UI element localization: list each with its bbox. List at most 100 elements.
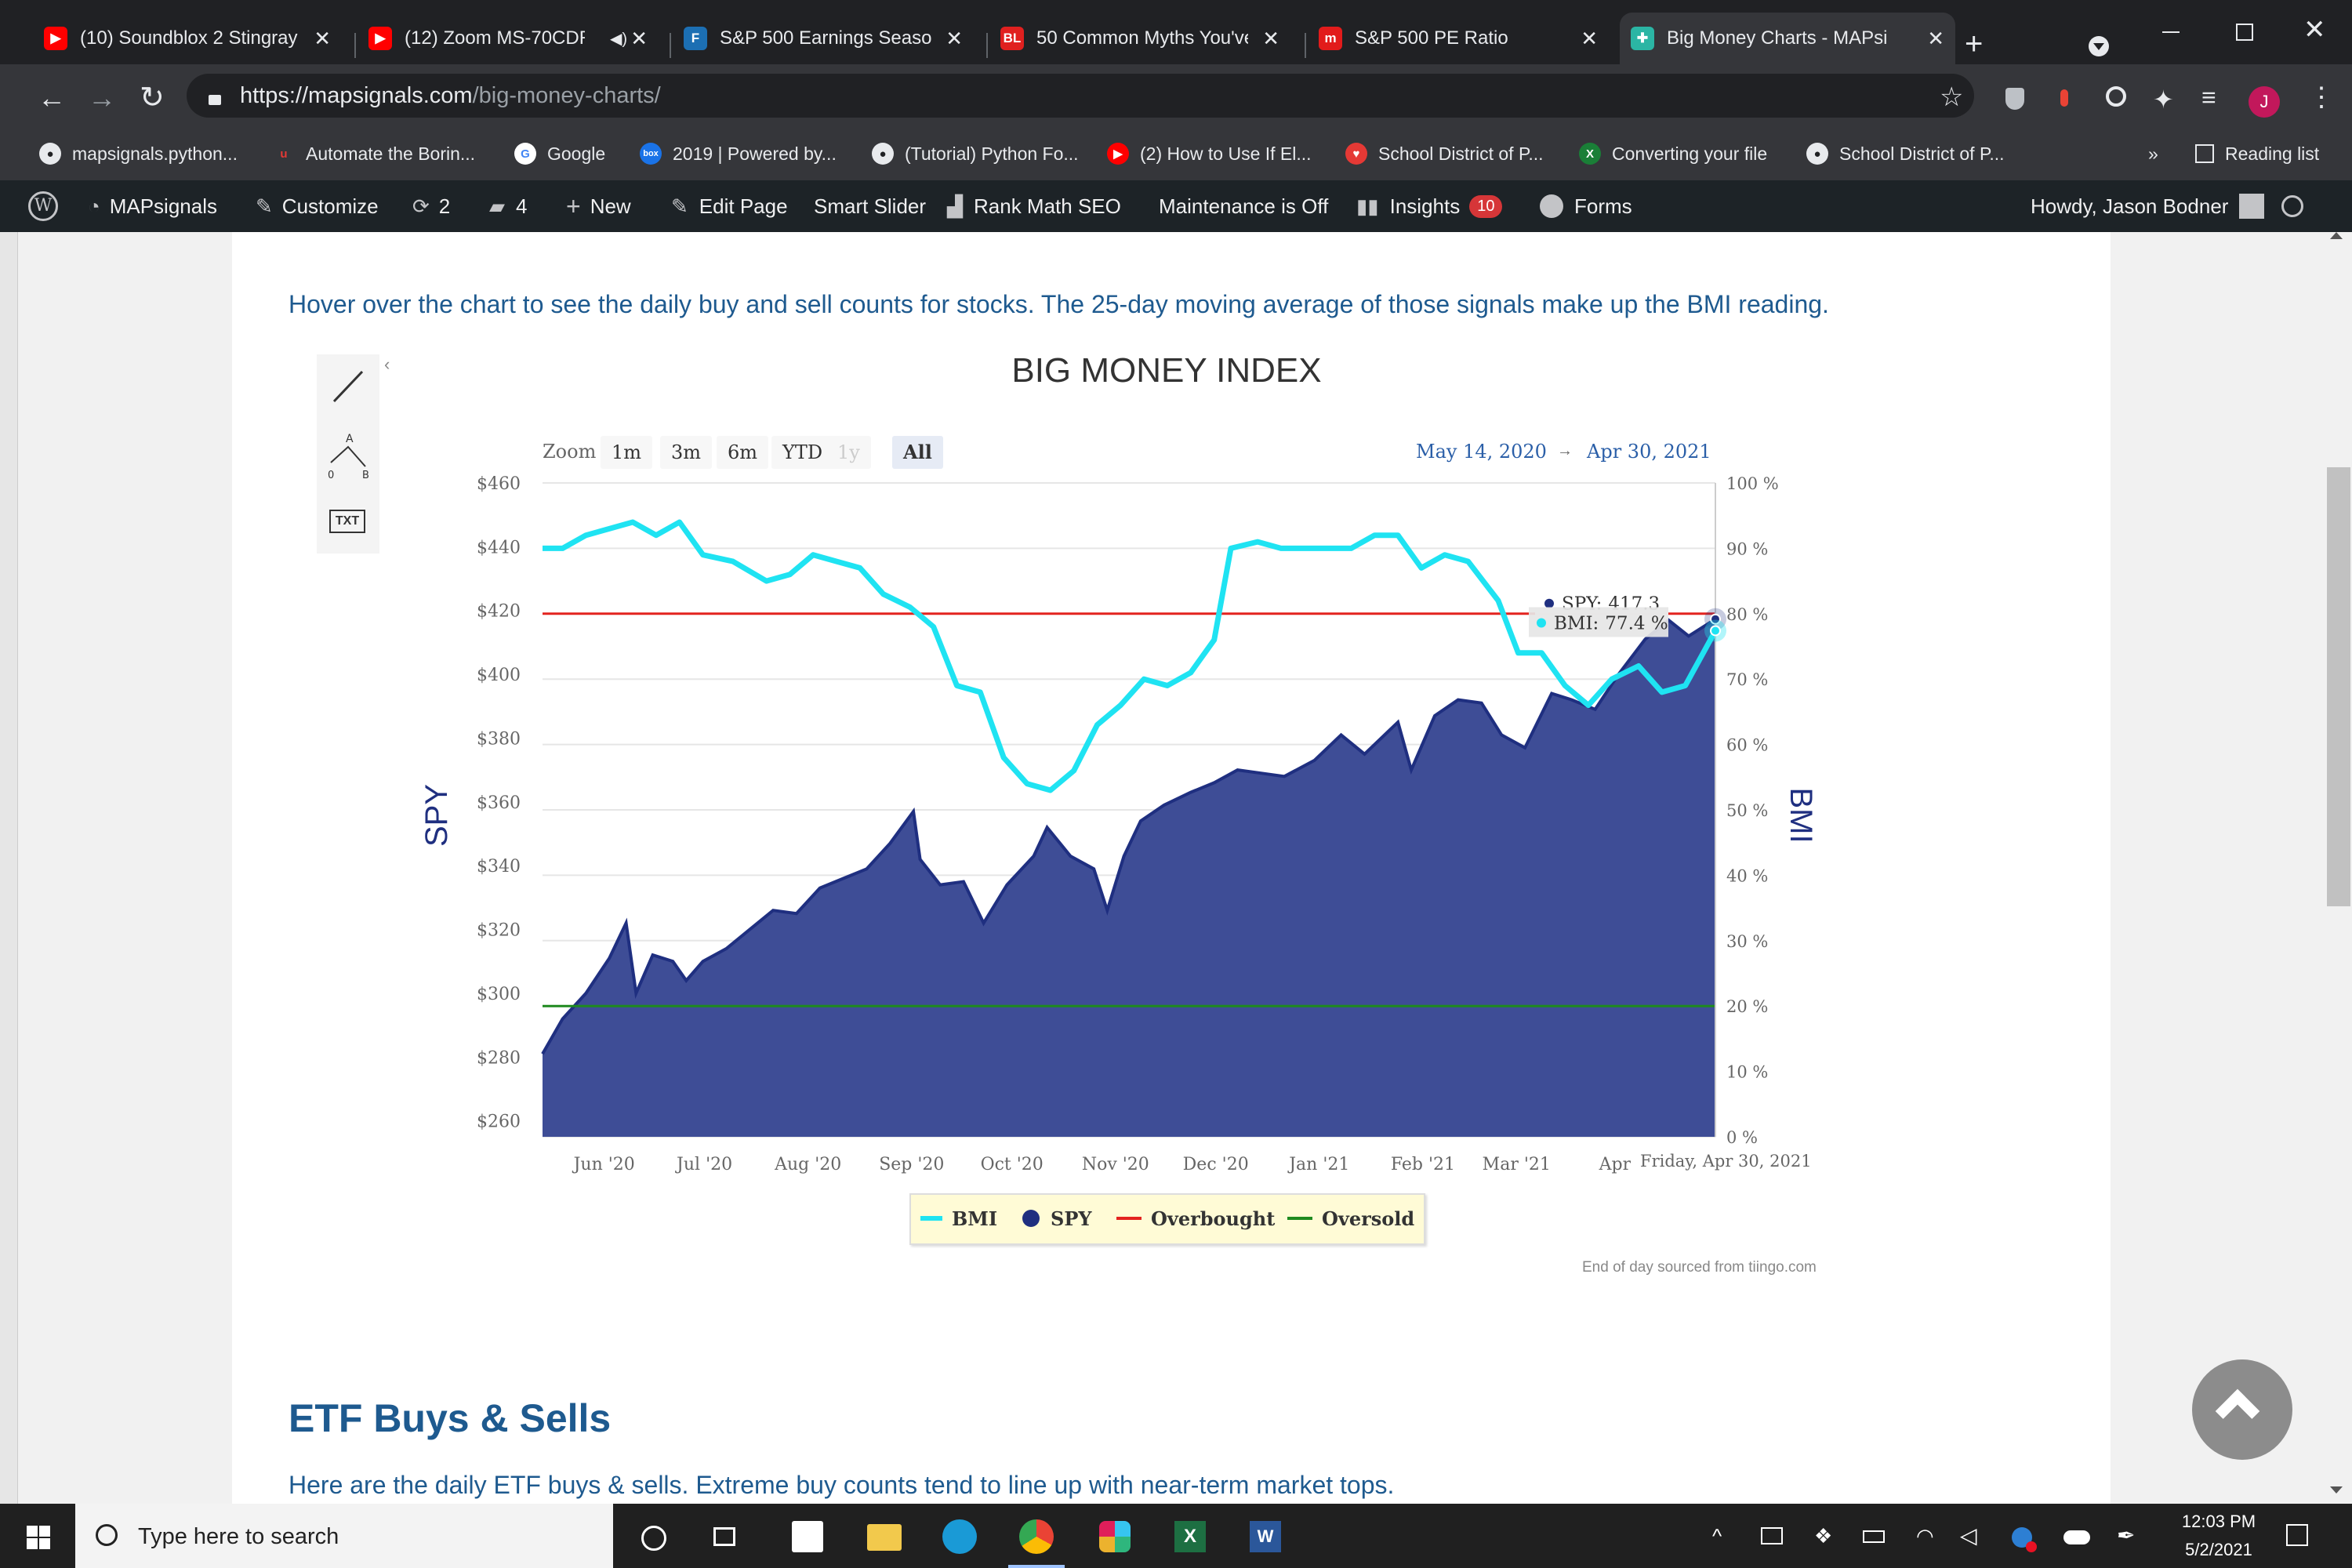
volume-tray-icon[interactable]: ◁ [1960,1523,1977,1548]
notifications-icon[interactable] [2286,1524,2308,1546]
tab-close-icon[interactable]: ✕ [630,26,648,50]
range-button-3m[interactable]: 3m [660,436,713,469]
wp-edit-page-link[interactable]: ✎ Edit Page [671,180,788,232]
edge-app-icon[interactable] [942,1519,977,1554]
dropbox-tray-icon[interactable]: ❖ [1814,1524,1833,1548]
tab-1[interactable]: ▶ (10) Soundblox 2 Stingray ✕ [44,13,342,64]
store-app-icon[interactable] [792,1521,823,1552]
bookmark-8[interactable]: X Converting your file [1579,127,1767,180]
tab-3[interactable]: F S&P 500 Earnings Season ✕ [684,13,974,64]
bookmark-5[interactable]: ● (Tutorial) Python Fo... [872,127,1079,180]
clock-date[interactable]: 5/2/2021 [2185,1540,2252,1559]
new-tab-button[interactable]: + [1965,27,1984,61]
legend-item-overbought[interactable]: Overbought [1116,1206,1275,1231]
url-text[interactable]: https://mapsignals.com/big-money-charts/ [240,83,661,109]
browser-menu-icon[interactable]: ⋮ [2308,82,2335,112]
wp-rank-math-menu[interactable]: ▟ Rank Math SEO [947,180,1121,232]
tab-search-icon[interactable] [2089,36,2109,56]
media-control-icon[interactable]: ≡ [2201,83,2216,111]
scrollbar-thumb[interactable] [2327,467,2350,906]
tab-2[interactable]: ▶ (12) Zoom MS-70CDR ◀) ✕ [368,13,659,64]
bookmark-2[interactable]: u Automate the Borin... [273,127,475,180]
bmi-hover-point[interactable] [1710,625,1721,637]
tab-audio-icon[interactable]: ◀) [609,30,627,48]
cortana-icon[interactable] [641,1526,666,1551]
wp-search-icon[interactable] [2281,180,2303,232]
range-to-input[interactable]: Apr 30, 2021 [1587,441,1711,463]
bookmark-9[interactable]: ● School District of P... [1806,127,2005,180]
text-annotation-tool[interactable]: TXT [329,510,365,533]
network-error-tray-icon[interactable] [2012,1527,2037,1552]
legend-item-spy[interactable]: SPY [1022,1206,1092,1231]
wp-smart-slider-link[interactable]: Smart Slider [814,194,927,218]
file-explorer-icon[interactable] [867,1524,902,1551]
wp-new-menu[interactable]: + New [566,180,631,232]
bookmark-star-icon[interactable]: ☆ [1940,82,1964,112]
tab-6[interactable]: ✚ Big Money Charts - MAPsi ✕ [1620,13,1955,64]
tab-close-icon[interactable]: ✕ [946,26,963,50]
range-button-ytd[interactable]: YTD [771,436,834,469]
bookmark-6[interactable]: ▶ (2) How to Use If El... [1107,127,1312,180]
close-window-button[interactable]: ✕ [2303,15,2326,45]
slack-app-icon[interactable] [1099,1521,1131,1552]
tab-5[interactable]: m S&P 500 PE Ratio ✕ [1319,13,1609,64]
pen-tray-icon[interactable]: ✒ [2117,1523,2136,1548]
bookmark-7[interactable]: ♥ School District of P... [1345,127,1544,180]
wp-insights-menu[interactable]: ▮▮ Insights 10 [1356,180,1503,232]
wp-comments-menu[interactable]: ▰ 4 [489,180,527,232]
range-from-input[interactable]: May 14, 2020 [1416,441,1547,463]
tray-chevron-up-icon[interactable]: ^ [1712,1524,1722,1548]
maximize-button[interactable] [2236,24,2253,41]
wp-forms-menu[interactable]: Forms [1540,180,1632,232]
profile-avatar[interactable]: J [2249,86,2280,118]
minimize-button[interactable] [2162,31,2180,33]
taskbar-search-box[interactable] [75,1504,613,1568]
extensions-puzzle-icon[interactable]: ✦ [2153,85,2174,114]
task-view-icon[interactable] [713,1527,735,1546]
range-button-6m[interactable]: 6m [717,436,769,469]
wp-maintenance-link[interactable]: Maintenance is Off [1159,194,1329,218]
legend-item-bmi[interactable]: BMI [920,1206,997,1231]
line-draw-tool[interactable] [317,354,379,417]
bmi-line[interactable] [543,519,1719,793]
scroll-up-arrow[interactable] [2330,232,2343,239]
reload-button[interactable]: ↻ [140,82,165,114]
address-bar[interactable] [187,74,1974,118]
battery-tray-icon[interactable] [1863,1530,1885,1543]
back-to-top-button[interactable] [2192,1359,2292,1460]
scroll-down-arrow[interactable] [2330,1486,2343,1494]
bookmark-4[interactable]: box 2019 | Powered by... [640,127,837,180]
word-app-icon[interactable]: W [1250,1521,1281,1552]
reading-list-button[interactable]: Reading list [2195,127,2319,180]
spy-hover-point[interactable] [1710,613,1721,625]
windows-start-icon[interactable] [27,1526,50,1549]
bookmark-3[interactable]: G Google [514,127,605,180]
tray-tablet-icon[interactable] [1761,1527,1783,1544]
bookmark-1[interactable]: ● mapsignals.python... [39,127,238,180]
range-button-all[interactable]: All [892,436,943,469]
range-button-1m[interactable]: 1m [601,436,653,469]
shield-extension-icon[interactable] [2005,88,2024,110]
fibonacci-tool[interactable]: A 0 B [317,423,379,486]
tab-close-icon[interactable]: ✕ [1927,26,1944,50]
more-bookmarks-button[interactable]: » [2148,143,2158,164]
forward-button[interactable]: → [88,82,116,114]
clock-time[interactable]: 12:03 PM [2181,1512,2256,1531]
circle-extension-icon[interactable] [2106,86,2126,107]
excel-app-icon[interactable]: X [1174,1521,1206,1552]
legend-item-oversold[interactable]: Oversold [1287,1206,1414,1231]
onedrive-tray-icon[interactable] [2063,1530,2090,1544]
spy-line[interactable] [541,618,1717,1055]
chrome-app-icon[interactable] [1019,1519,1054,1554]
wordpress-logo-icon[interactable]: W [28,180,58,232]
wp-updates-menu[interactable]: ⟳ 2 [412,180,450,232]
wifi-tray-icon[interactable]: ◠ [1916,1524,1934,1548]
wp-site-menu[interactable]: ◔ MAPsignals [88,180,217,232]
tab-close-icon[interactable]: ✕ [314,26,331,50]
back-button[interactable]: ← [38,82,66,114]
wp-howdy-menu[interactable]: Howdy, Jason Bodner [2031,180,2265,232]
pin-extension-icon[interactable] [2060,89,2068,107]
collapse-tools-icon[interactable]: ‹ [384,354,390,374]
tab-close-icon[interactable]: ✕ [1262,26,1279,50]
